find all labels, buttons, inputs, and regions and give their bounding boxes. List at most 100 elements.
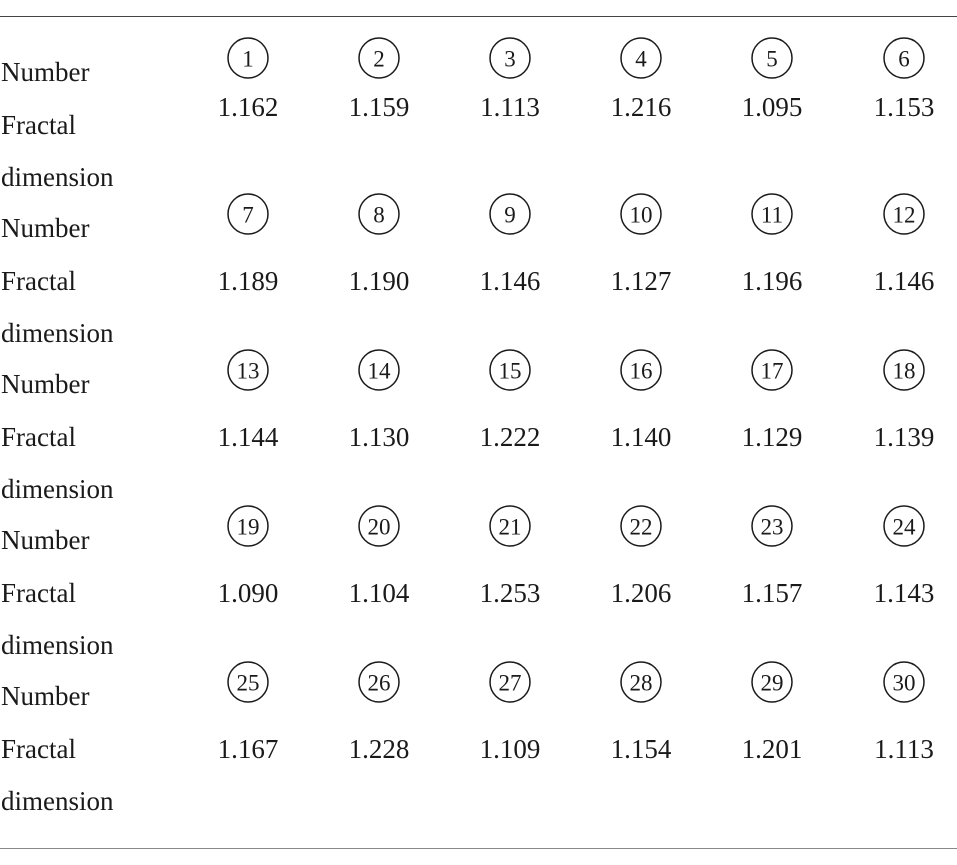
circled-number: 21 (488, 504, 532, 548)
circled-number: 24 (882, 504, 926, 548)
number-circle (227, 661, 269, 703)
number-text: 21 (499, 515, 522, 540)
number-circle (883, 193, 925, 235)
fractal-dimension-value: 1.139 (873, 422, 935, 452)
number-text: 10 (630, 203, 653, 228)
fractal-dimension-value: 1.206 (610, 578, 672, 608)
fractal-dimension-value: 1.154 (610, 734, 672, 764)
number-circle (883, 37, 925, 79)
number-circle (751, 193, 793, 235)
circled-number: 12 (882, 192, 926, 236)
number-text: 5 (766, 47, 778, 72)
number-circle (227, 349, 269, 391)
fractal-dimension-value: 1.113 (480, 92, 540, 122)
circled-number: 9 (488, 192, 532, 236)
number-circle (489, 193, 531, 235)
number-circle (883, 505, 925, 547)
circled-number: 14 (357, 348, 401, 392)
number-text: 13 (237, 359, 260, 384)
circled-number: 15 (488, 348, 532, 392)
number-circle (358, 37, 400, 79)
fractal-dimension-value: 1.228 (348, 734, 410, 764)
number-text: 8 (373, 203, 385, 228)
number-circle (883, 661, 925, 703)
number-text: 1 (242, 47, 254, 72)
number-text: 25 (237, 671, 260, 696)
fractal-dimension-value: 1.167 (217, 734, 279, 764)
fractal-dimension-value: 1.104 (348, 578, 410, 608)
number-text: 22 (630, 515, 653, 540)
number-circle (358, 505, 400, 547)
number-circle (620, 193, 662, 235)
row-label-number: Number (1, 213, 90, 243)
number-text: 3 (504, 47, 516, 72)
number-circle (358, 349, 400, 391)
number-circle (751, 505, 793, 547)
fractal-dimension-value: 1.144 (217, 422, 279, 452)
number-circle (227, 505, 269, 547)
circled-number: 6 (882, 36, 926, 80)
fractal-dimension-value: 1.143 (873, 578, 935, 608)
row-label-fractal: Fractal (1, 422, 76, 452)
row-label-fractal: Fractal (1, 110, 76, 140)
fractal-dimension-value: 1.157 (741, 578, 803, 608)
number-text: 29 (761, 671, 784, 696)
fractal-dimension-value: 1.113 (874, 734, 934, 764)
fractal-dimension-value: 1.196 (741, 266, 803, 296)
number-text: 23 (761, 515, 784, 540)
table-top-rule (0, 16, 957, 17)
table-bottom-rule (0, 848, 957, 849)
circled-number: 4 (619, 36, 663, 80)
circled-number: 13 (226, 348, 270, 392)
number-text: 26 (368, 671, 391, 696)
fractal-dimension-value: 1.129 (741, 422, 803, 452)
circled-number: 26 (357, 660, 401, 704)
number-text: 9 (504, 203, 516, 228)
circled-number: 11 (750, 192, 794, 236)
circled-number: 17 (750, 348, 794, 392)
row-label-dimension: dimension (1, 318, 114, 348)
number-text: 30 (893, 671, 916, 696)
number-circle (883, 349, 925, 391)
circled-number: 10 (619, 192, 663, 236)
number-circle (358, 661, 400, 703)
number-circle (620, 505, 662, 547)
fractal-dimension-value: 1.159 (348, 92, 410, 122)
number-circle (751, 661, 793, 703)
number-text: 24 (893, 515, 917, 540)
circled-number: 28 (619, 660, 663, 704)
row-label-fractal: Fractal (1, 734, 76, 764)
circled-number: 8 (357, 192, 401, 236)
number-text: 4 (635, 47, 647, 72)
number-text: 6 (898, 47, 910, 72)
circled-number: 3 (488, 36, 532, 80)
number-circle (489, 661, 531, 703)
number-text: 2 (373, 47, 385, 72)
number-circle (227, 37, 269, 79)
circled-number: 7 (226, 192, 270, 236)
fractal-dimension-value: 1.090 (217, 578, 279, 608)
number-text: 28 (630, 671, 653, 696)
row-label-number: Number (1, 57, 90, 87)
circled-number: 2 (357, 36, 401, 80)
row-label-dimension: dimension (1, 162, 114, 192)
fractal-dimension-value: 1.253 (479, 578, 541, 608)
number-circle (751, 349, 793, 391)
fractal-dimension-value: 1.222 (479, 422, 541, 452)
row-label-number: Number (1, 369, 90, 399)
row-label-dimension: dimension (1, 786, 114, 816)
number-circle (358, 193, 400, 235)
number-text: 27 (499, 671, 522, 696)
fractal-dimension-value: 1.146 (873, 266, 935, 296)
row-label-fractal: Fractal (1, 578, 76, 608)
number-circle (751, 37, 793, 79)
circled-number: 5 (750, 36, 794, 80)
number-circle (489, 349, 531, 391)
number-text: 7 (242, 203, 254, 228)
number-circle (620, 661, 662, 703)
number-text: 18 (893, 359, 916, 384)
fractal-dimension-value: 1.095 (741, 92, 803, 122)
fractal-dimension-value: 1.216 (610, 92, 672, 122)
fractal-dimension-value: 1.190 (348, 266, 410, 296)
